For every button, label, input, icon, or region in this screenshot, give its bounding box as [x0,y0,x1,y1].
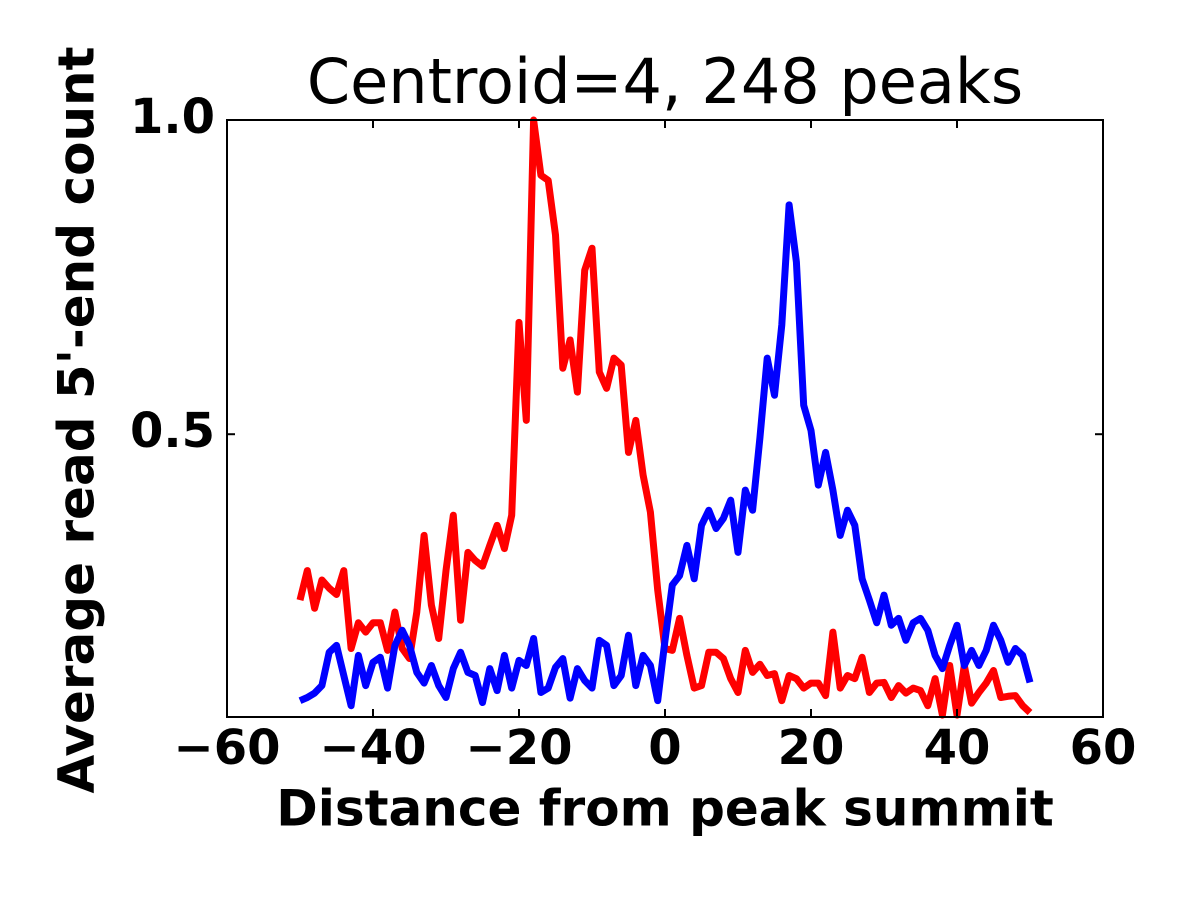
x-tick-label: 0 [648,720,681,776]
y-tick-label: 0.5 [130,403,215,459]
chart-title: Centroid=4, 248 peaks [307,45,1023,118]
x-tick-label: 60 [1070,720,1137,776]
x-tick-label: −40 [319,720,426,776]
data-line [298,201,1034,710]
x-tick-label: 20 [778,720,845,776]
y-axis-label: Average read 5'-end count [48,46,106,793]
y-tick-label: 1.0 [130,89,215,145]
x-tick-label: 40 [924,720,991,776]
x-tick-label: −60 [173,720,280,776]
x-tick-label: −20 [465,720,572,776]
x-axis-label: Distance from peak summit [276,780,1054,838]
